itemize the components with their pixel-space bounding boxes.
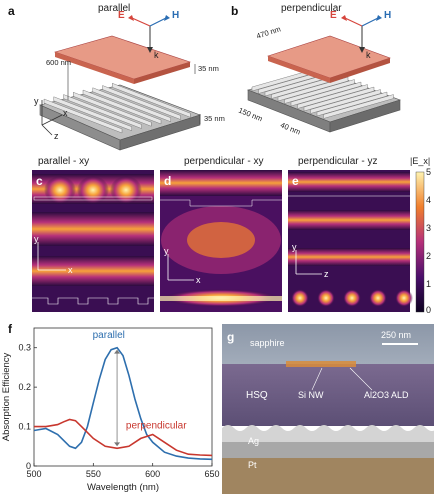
- ridge: [73, 91, 152, 127]
- field-map-c: [32, 170, 154, 312]
- axis-y-d: y: [164, 246, 169, 256]
- panel-b-label: b: [231, 4, 239, 18]
- dim-35-top: 35 nm: [198, 64, 219, 73]
- y-tick-label: 0: [26, 461, 31, 471]
- pt-label: Pt: [248, 460, 257, 470]
- e-label-b: E: [330, 10, 337, 21]
- x-axis-label: Wavelength (nm): [87, 482, 159, 493]
- panel-b-title: perpendicular: [281, 3, 342, 14]
- ridge: [92, 87, 171, 123]
- field-map-d: [160, 170, 282, 312]
- ridge: [316, 91, 388, 117]
- axis-y-a: y: [34, 96, 39, 106]
- x-tick-label: 650: [204, 469, 219, 479]
- nanowire-b: [267, 35, 391, 83]
- series-line-perpendicular: [34, 418, 213, 457]
- colorbar: [415, 171, 425, 313]
- series-label-parallel: parallel: [93, 330, 125, 341]
- ridge: [310, 89, 381, 114]
- substrate-a: [39, 82, 201, 151]
- x-tick-label: 500: [26, 469, 41, 479]
- h-label-a: H: [172, 10, 180, 21]
- scalebar-label: 250 nm: [381, 330, 412, 340]
- ridge: [112, 82, 191, 118]
- cbar-tick-3: 3: [426, 223, 432, 233]
- ridge: [43, 98, 123, 134]
- dim-600: 600 nm: [46, 58, 72, 67]
- field-arrows-b: [341, 15, 382, 53]
- series-label-perpendicular: perpendicular: [126, 421, 187, 432]
- y-axis-label: Absorption Efficiency: [1, 352, 12, 441]
- cbar-tick-1: 1: [426, 279, 432, 289]
- absorption-chart: 500 550 600 650 0 0.1 0.2 0.3 Wavelength (nm) Abs…: [1, 327, 220, 493]
- panel-a-title: parallel: [98, 3, 131, 14]
- plot-frame: [33, 327, 213, 467]
- ridge: [53, 96, 132, 132]
- ridge: [303, 86, 375, 112]
- ridge: [102, 85, 181, 120]
- x-tick-label: 550: [86, 469, 101, 479]
- axis-y-e: y: [292, 242, 297, 252]
- x-tick-label: 600: [145, 469, 160, 479]
- hsq-label: HSQ: [246, 390, 268, 401]
- ridge: [290, 81, 362, 107]
- series-line-parallel: [33, 346, 213, 461]
- k-label-a: k: [154, 50, 159, 60]
- axis-x-c: x: [68, 265, 73, 275]
- field-map-e: [288, 170, 413, 312]
- axis-y-c: y: [34, 234, 39, 244]
- substrate-b: [247, 66, 401, 133]
- cbar-tick-5: 5: [426, 167, 432, 177]
- nanowire-a: [53, 35, 191, 84]
- ridge: [323, 94, 394, 119]
- si-nw-label: Si NW: [298, 390, 324, 400]
- field-arrows-a: [128, 15, 170, 53]
- axis-z-a: z: [54, 131, 59, 141]
- ridge: [297, 84, 368, 109]
- panel-d-label: d: [164, 174, 172, 188]
- arrow-head-bottom: [114, 442, 121, 447]
- panel-g-label: g: [227, 330, 235, 344]
- panel-c-label: c: [36, 174, 43, 188]
- ridge: [82, 89, 162, 125]
- axis-x-a: x: [63, 108, 68, 118]
- axis-z-e: z: [324, 269, 329, 279]
- y-tick-label: 0.2: [18, 382, 31, 392]
- panel-e-title: perpendicular - yz: [298, 156, 378, 167]
- e-label-a: E: [118, 10, 125, 21]
- panel-d-title: perpendicular - xy: [184, 156, 264, 167]
- panel-f-label: f: [8, 322, 12, 336]
- field-maps-svg: [32, 170, 425, 313]
- panel-c-title: parallel - xy: [38, 156, 90, 167]
- arrow-head-top: [114, 349, 121, 354]
- dim-35-bottom: 35 nm: [204, 114, 225, 123]
- k-label-b: k: [366, 50, 371, 60]
- schematic-svg: [39, 15, 401, 151]
- sapphire-label: sapphire: [250, 338, 285, 348]
- y-tick-label: 0.3: [18, 343, 31, 353]
- cbar-tick-4: 4: [426, 195, 432, 205]
- ag-label: Ag: [248, 436, 260, 446]
- cbar-tick-2: 2: [426, 251, 432, 261]
- sem-image: [222, 324, 434, 494]
- y-tick-label: 0.1: [18, 422, 31, 432]
- colorbar-label: |E_x|: [410, 156, 431, 166]
- ridge: [284, 79, 355, 104]
- axis-x-d: x: [196, 275, 201, 285]
- ridge: [63, 94, 142, 129]
- cbar-tick-0: 0: [426, 305, 432, 315]
- coord-axes-a: [41, 100, 63, 136]
- panel-a-label: a: [8, 4, 15, 18]
- ald-label: Al2O3 ALD: [364, 390, 409, 400]
- h-label-b: H: [384, 10, 392, 21]
- panel-e-label: e: [292, 174, 299, 188]
